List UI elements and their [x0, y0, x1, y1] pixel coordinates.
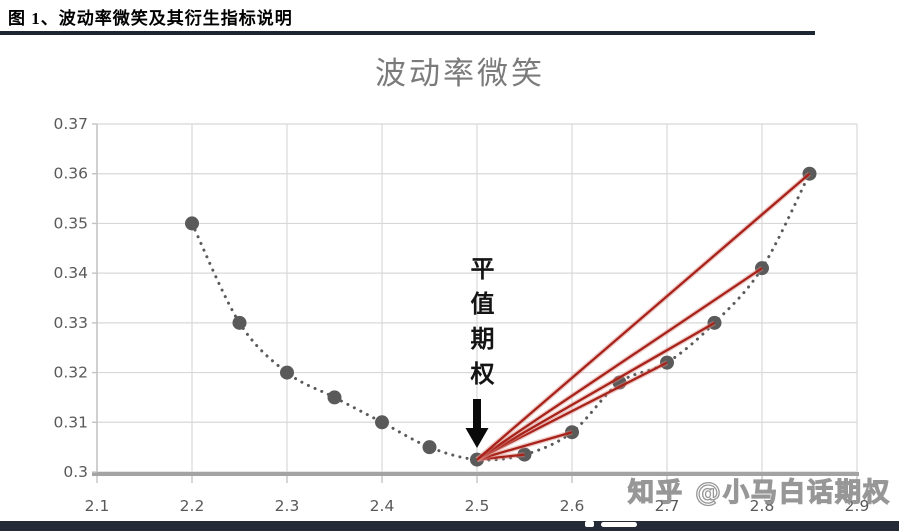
header-rule — [0, 31, 815, 35]
skew-line — [476, 453, 525, 461]
data-point — [327, 390, 342, 405]
skew-line — [476, 321, 716, 461]
x-tick-label: 2.4 — [370, 497, 395, 515]
skew-line — [476, 172, 811, 461]
atm-annotation-label: 平值期权 — [466, 256, 494, 396]
data-point — [232, 315, 247, 330]
skew-line — [476, 361, 668, 461]
x-tick-label: 2.9 — [845, 497, 870, 515]
data-point — [422, 440, 437, 455]
figure-caption: 图 1、波动率微笑及其衍生指标说明 — [8, 9, 293, 28]
bottom-bar — [0, 521, 899, 531]
y-tick-label: 0.33 — [53, 314, 88, 332]
atm-arrow-head — [465, 428, 489, 448]
y-tick-label: 0.31 — [53, 413, 88, 431]
x-tick-label: 2.5 — [465, 497, 490, 515]
y-tick-label: 0.32 — [53, 364, 88, 382]
zhihu-watermark: 知乎 @小马白话期权 — [627, 477, 892, 508]
smile-curve — [190, 172, 811, 462]
y-tick-label: 0.3 — [63, 463, 88, 481]
skew-line — [476, 431, 573, 461]
partial-logo-mark — [585, 521, 594, 527]
y-tick-label: 0.36 — [53, 165, 88, 183]
atm-arrow-shaft — [473, 399, 481, 429]
data-point — [280, 365, 294, 380]
skew-line — [476, 267, 763, 461]
x-tick-label: 2.3 — [275, 497, 300, 515]
x-tick-label: 2.6 — [560, 497, 585, 515]
x-tick-label: 2.2 — [180, 497, 205, 515]
chart-title: 波动率微笑 — [375, 56, 545, 92]
x-tick-label: 2.7 — [655, 497, 680, 515]
y-tick-label: 0.37 — [53, 115, 88, 133]
data-point — [185, 216, 199, 231]
y-tick-label: 0.34 — [53, 264, 88, 282]
data-point — [375, 415, 389, 430]
y-tick-label: 0.35 — [53, 214, 88, 232]
x-tick-label: 2.1 — [85, 497, 110, 515]
x-tick-label: 2.8 — [750, 497, 775, 515]
partial-logo-mark — [601, 522, 637, 527]
